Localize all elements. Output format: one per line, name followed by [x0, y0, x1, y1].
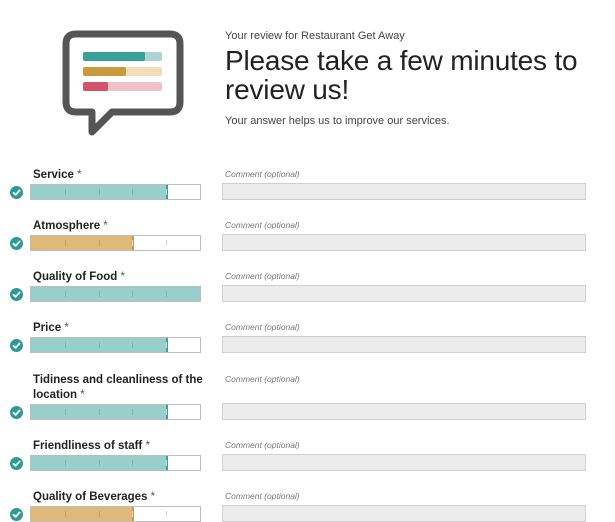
rating-label-text: Price [33, 322, 65, 334]
rating-bar-segment-divider [98, 409, 100, 415]
comment-input[interactable] [222, 336, 586, 353]
rating-label: Price * [33, 321, 208, 336]
rating-bar[interactable] [30, 337, 201, 353]
review-description: Your answer helps us to improve our serv… [225, 115, 450, 127]
comment-label: Comment (optional) [225, 322, 300, 332]
rating-bar-fill [31, 338, 169, 352]
rating-bar-segment-divider [132, 189, 134, 195]
required-mark: * [64, 322, 69, 334]
comment-input[interactable] [222, 183, 586, 200]
rating-bar[interactable] [30, 404, 201, 420]
rating-bar-segment-divider [64, 291, 66, 297]
comment-label: Comment (optional) [225, 491, 300, 501]
comment-label: Comment (optional) [225, 169, 300, 179]
rating-bar-segment-divider [166, 511, 168, 517]
required-mark: * [145, 440, 150, 452]
comment-input[interactable] [222, 454, 586, 471]
rating-bar-segment-divider [64, 511, 66, 517]
checkmark-icon [10, 288, 23, 301]
rating-bar-segment-divider [132, 511, 134, 517]
review-subtitle: Your review for Restaurant Get Away [225, 30, 405, 42]
rating-bar[interactable] [30, 184, 201, 200]
rating-label: Atmosphere * [33, 219, 208, 234]
rating-bar-fill [31, 456, 169, 470]
rating-bar-segment-divider [64, 460, 66, 466]
rating-bar-segment-divider [166, 189, 168, 195]
rating-bar-segment-divider [166, 460, 168, 466]
comment-input[interactable] [222, 285, 586, 302]
checkmark-icon [10, 186, 23, 199]
rating-label-text: Quality of Food [33, 271, 121, 283]
rating-bar-segment-divider [98, 291, 100, 297]
required-mark: * [80, 389, 85, 401]
rating-label: Quality of Beverages * [33, 490, 208, 505]
required-mark: * [120, 271, 126, 283]
rating-bar-segment-divider [166, 240, 168, 246]
rating-bar-fill [31, 405, 169, 419]
page-title-line-2: review us! [225, 74, 350, 105]
review-chat-bubble-icon [62, 30, 184, 136]
page-title: Please take a few minutes to review us! [225, 46, 605, 104]
required-mark: * [77, 169, 82, 181]
rating-bar-fill [31, 287, 200, 301]
rating-bar-segment-divider [132, 460, 134, 466]
rating-bar-segment-divider [64, 409, 66, 415]
rating-label-text: Quality of Beverages [33, 491, 151, 503]
rating-bar-segment-divider [98, 189, 100, 195]
rating-label: Quality of Food * [33, 270, 208, 285]
rating-bar-segment-divider [132, 240, 134, 246]
rating-bar-segment-divider [98, 342, 100, 348]
comment-label: Comment (optional) [225, 440, 300, 450]
rating-bar[interactable] [30, 286, 201, 302]
rating-bar-segment-divider [64, 240, 66, 246]
rating-bar-segment-divider [132, 342, 134, 348]
rating-bar-segment-divider [166, 409, 168, 415]
comment-label: Comment (optional) [225, 374, 300, 384]
checkmark-icon [10, 457, 23, 470]
rating-bar-segment-divider [64, 342, 66, 348]
rating-label: Friendliness of staff * [33, 439, 208, 454]
rating-label-text: Service [33, 169, 78, 181]
comment-input[interactable] [222, 234, 586, 251]
rating-bar-segment-divider [166, 291, 168, 297]
rating-label: Tidiness and cleanliness of the location… [33, 373, 208, 403]
page-title-line-1: Please take a few minutes to [225, 45, 578, 76]
comment-label: Comment (optional) [225, 271, 300, 281]
rating-bar-segment-divider [132, 291, 134, 297]
rating-bar-segment-divider [166, 342, 168, 348]
rating-label: Service * [33, 168, 208, 183]
review-header: Your review for Restaurant Get Away Plea… [225, 30, 605, 127]
rating-bar[interactable] [30, 455, 201, 471]
rating-bar-segment-divider [98, 240, 100, 246]
rating-label-text: Tidiness and cleanliness of the location [33, 374, 203, 401]
rating-bar[interactable] [30, 506, 201, 522]
checkmark-icon [10, 508, 23, 521]
checkmark-icon [10, 406, 23, 419]
required-mark: * [103, 220, 108, 232]
checkmark-icon [10, 237, 23, 250]
rating-bar-segment-divider [64, 189, 66, 195]
rating-bar-segment-divider [98, 511, 100, 517]
rating-label-text: Atmosphere [33, 220, 104, 232]
required-mark: * [150, 491, 156, 503]
rating-bar-segment-divider [98, 460, 100, 466]
rating-bar-fill [31, 236, 135, 250]
rating-bar-fill [31, 185, 169, 199]
rating-bar-segment-divider [132, 409, 134, 415]
rating-label-text: Friendliness of staff [33, 440, 146, 452]
checkmark-icon [10, 339, 23, 352]
comment-input[interactable] [222, 505, 586, 522]
comment-input[interactable] [222, 403, 586, 420]
rating-bar[interactable] [30, 235, 201, 251]
comment-label: Comment (optional) [225, 220, 300, 230]
